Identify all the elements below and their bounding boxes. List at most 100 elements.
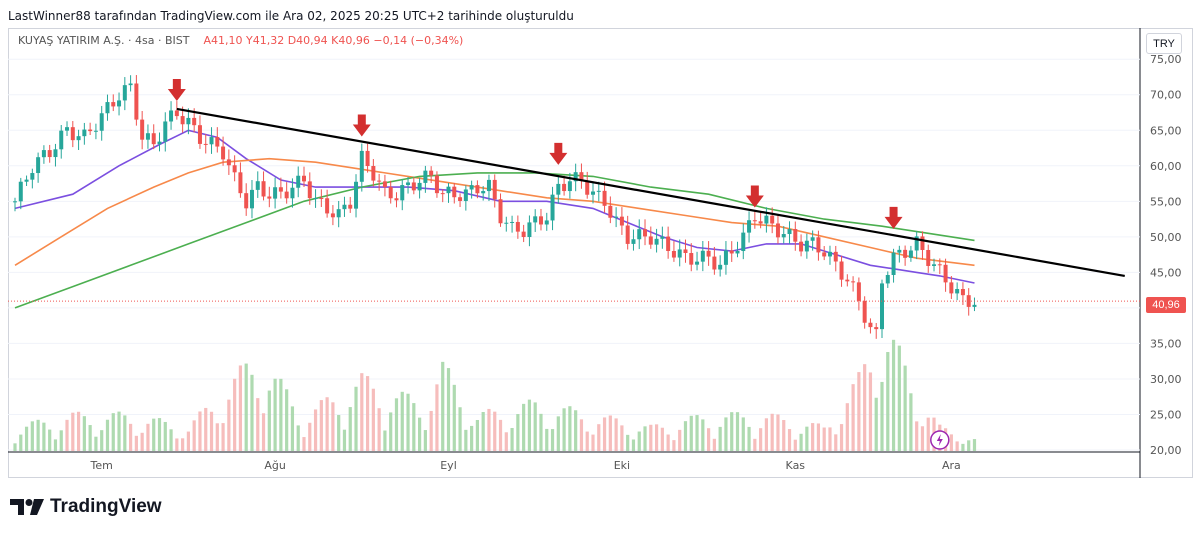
candle-body[interactable] [336,209,341,218]
candle-body[interactable] [527,222,532,238]
candle-body[interactable] [585,180,590,195]
candle-body[interactable] [880,283,884,330]
candle-body[interactable] [556,183,561,195]
candle-body[interactable] [354,181,359,209]
candle-body[interactable] [677,249,682,258]
candle-body[interactable] [278,187,283,192]
candle-body[interactable] [411,182,416,191]
candle-body[interactable] [296,175,301,188]
candle-body[interactable] [24,179,29,182]
candle-body[interactable] [325,198,330,214]
candle-body[interactable] [70,127,75,141]
candle-body[interactable] [261,181,266,197]
candle-body[interactable] [371,166,376,181]
candle-body[interactable] [932,264,937,266]
candle-body[interactable] [960,289,965,296]
candle-body[interactable] [128,83,133,86]
candle-body[interactable] [238,172,243,194]
candle-body[interactable] [856,282,861,301]
candle-body[interactable] [307,181,312,199]
candle-body[interactable] [151,133,156,145]
candle-body[interactable] [13,201,17,203]
candle-body[interactable] [735,251,740,254]
candle-body[interactable] [93,130,98,132]
candle-body[interactable] [521,231,526,238]
candle-body[interactable] [643,229,648,237]
candle-body[interactable] [486,179,491,192]
candle-body[interactable] [382,181,387,188]
candle-body[interactable] [440,193,445,195]
candle-body[interactable] [30,173,35,180]
candle-body[interactable] [700,250,705,262]
candle-body[interactable] [359,150,364,182]
candle-body[interactable] [319,198,324,200]
candle-body[interactable] [787,229,792,235]
candle-body[interactable] [741,232,746,252]
candle-body[interactable] [446,186,451,194]
candle-body[interactable] [562,183,567,192]
candle-body[interactable] [683,249,688,254]
candle-body[interactable] [544,220,549,225]
candle-body[interactable] [862,300,867,323]
candle-body[interactable] [596,190,601,192]
candle-body[interactable] [429,170,434,176]
candle-body[interactable] [781,234,786,238]
candle-body[interactable] [775,223,780,238]
candle-body[interactable] [244,193,249,209]
candle-body[interactable] [833,251,838,262]
candle-body[interactable] [747,220,752,233]
candle-body[interactable] [400,185,405,201]
candle-body[interactable] [712,256,717,270]
candle-body[interactable] [770,215,775,224]
candle-body[interactable] [163,121,168,142]
candle-body[interactable] [579,172,584,181]
candle-body[interactable] [573,172,578,182]
candle-body[interactable] [388,187,393,199]
candle-body[interactable] [249,189,254,209]
candle-body[interactable] [342,204,347,210]
candle-body[interactable] [99,113,104,131]
candle-body[interactable] [313,198,318,200]
candle-body[interactable] [365,150,370,167]
candle-body[interactable] [463,189,468,201]
candle-body[interactable] [434,175,439,194]
candle-body[interactable] [186,117,191,125]
candle-body[interactable] [302,175,306,182]
candle-body[interactable] [920,236,925,250]
candle-body[interactable] [65,127,70,131]
candle-body[interactable] [827,251,832,257]
candle-body[interactable] [943,264,948,283]
candle-body[interactable] [111,102,116,107]
candle-body[interactable] [972,304,977,307]
candle-body[interactable] [423,170,428,183]
candle-body[interactable] [908,250,913,258]
candle-body[interactable] [660,236,665,239]
candle-body[interactable] [157,141,162,145]
candle-body[interactable] [567,181,572,192]
candle-body[interactable] [752,220,757,222]
candle-body[interactable] [706,250,711,257]
candle-body[interactable] [550,194,555,221]
candle-body[interactable] [47,150,52,158]
candle-body[interactable] [41,150,46,158]
candle-body[interactable] [926,249,931,266]
candle-body[interactable] [88,129,93,132]
candle-body[interactable] [868,322,873,328]
candle-body[interactable] [273,187,278,199]
currency-button[interactable]: TRY [1146,33,1182,54]
candle-body[interactable] [226,159,231,166]
candle-body[interactable] [169,110,174,122]
candle-body[interactable] [203,143,208,145]
candle-body[interactable] [82,129,87,137]
candle-body[interactable] [602,190,607,206]
candle-body[interactable] [619,216,624,226]
candle-body[interactable] [59,130,64,150]
candle-body[interactable] [36,157,41,174]
candle-body[interactable] [839,261,844,280]
candle-body[interactable] [76,136,81,141]
candle-body[interactable] [695,261,700,265]
candle-body[interactable] [654,238,659,245]
candle-body[interactable] [117,100,122,107]
candle-body[interactable] [810,237,815,241]
candle-body[interactable] [330,213,335,218]
